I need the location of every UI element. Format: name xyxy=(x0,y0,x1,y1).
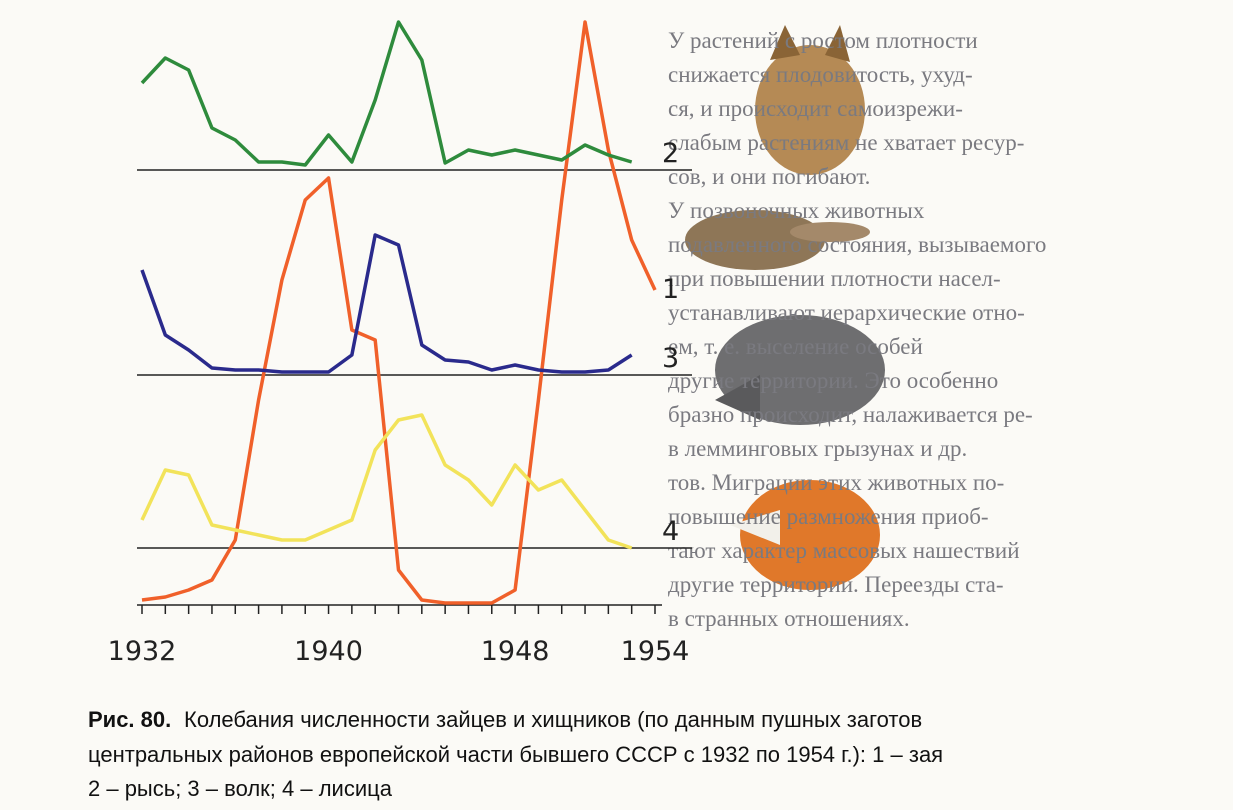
body-line: другие территории. Это особенно xyxy=(668,368,998,393)
body-line: в лемминговых грызунах и др. xyxy=(668,436,967,461)
caption-label: Рис. 80. xyxy=(88,707,171,732)
x-tick-label: 1940 xyxy=(294,636,363,667)
x-tick-label: 1954 xyxy=(621,636,690,667)
body-line: устанавливают иерархические отно- xyxy=(668,300,1025,325)
series-label: 4 xyxy=(662,516,679,547)
series-label: 3 xyxy=(662,343,679,374)
body-line: при повышении плотности насел- xyxy=(668,266,1001,291)
x-tick-label: 1948 xyxy=(481,636,550,667)
body-line: слабым растениям не хватает ресур- xyxy=(668,130,1024,155)
series-line xyxy=(142,22,655,603)
body-line: ем, т. е. выселение особей xyxy=(668,334,923,359)
body-line: ся, и происходит самоизрежи- xyxy=(668,96,963,121)
body-line: повышение размножения приоб- xyxy=(668,504,989,529)
body-line: У растений с ростом плотности xyxy=(668,28,978,53)
series-line xyxy=(142,235,632,372)
caption: Рис. 80. Колебания численности зайцев и … xyxy=(88,707,943,801)
body-line: У позвоночных животных xyxy=(668,198,925,223)
x-tick-label: 1932 xyxy=(108,636,177,667)
series-line xyxy=(142,415,632,548)
body-line: тают характер массовых нашествий xyxy=(668,538,1020,563)
caption-line: Колебания численности зайцев и хищников … xyxy=(184,707,922,732)
page: У растений с ростом плотности снижается п… xyxy=(0,0,1233,810)
chart: 1932 1940 1948 1954 1 2 3 4 xyxy=(108,22,692,667)
body-line: в странных отношениях. xyxy=(668,606,910,631)
body-line: другие территории. Переезды ста- xyxy=(668,572,1004,597)
caption-line: 2 – рысь; 3 – волк; 4 – лисица xyxy=(88,776,393,801)
series-label: 1 xyxy=(662,274,679,305)
body-line: тов. Миграции этих животных по- xyxy=(668,470,1004,495)
body-line: сов, и они погибают. xyxy=(668,164,870,189)
series-label: 2 xyxy=(662,138,679,169)
body-line: бразно происходит, налаживается ре- xyxy=(668,402,1033,427)
caption-line: центральных районов европейской части бы… xyxy=(88,742,943,767)
series-line xyxy=(142,22,632,165)
body-line: подавленного состояния, вызываемого xyxy=(668,232,1046,257)
body-line: снижается плодовитость, ухуд- xyxy=(668,62,973,87)
